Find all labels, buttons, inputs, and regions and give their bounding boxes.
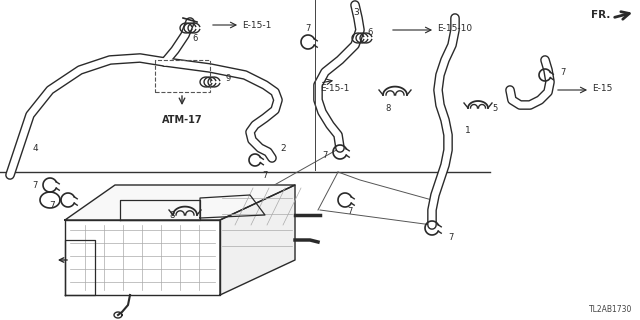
Text: 7: 7 bbox=[32, 180, 38, 189]
Text: 6: 6 bbox=[367, 28, 372, 36]
Text: TL2AB1730: TL2AB1730 bbox=[589, 305, 632, 314]
Polygon shape bbox=[65, 185, 295, 220]
Text: 7: 7 bbox=[448, 234, 453, 243]
Text: 8: 8 bbox=[385, 103, 390, 113]
Text: 3: 3 bbox=[353, 7, 359, 17]
Text: 6: 6 bbox=[192, 34, 198, 43]
Text: FR.: FR. bbox=[591, 10, 610, 20]
Text: 1: 1 bbox=[465, 125, 471, 134]
Text: 7: 7 bbox=[262, 171, 268, 180]
Text: E-15: E-15 bbox=[592, 84, 612, 92]
Text: 4: 4 bbox=[32, 143, 38, 153]
Text: E-15-1: E-15-1 bbox=[242, 20, 271, 29]
Text: 7: 7 bbox=[305, 23, 310, 33]
Bar bbox=[155, 60, 210, 92]
Text: E-15-10: E-15-10 bbox=[437, 23, 472, 33]
Text: 5: 5 bbox=[492, 103, 497, 113]
Text: 7: 7 bbox=[49, 201, 55, 210]
Text: ATM-17: ATM-17 bbox=[162, 115, 202, 125]
Text: E-15-1: E-15-1 bbox=[320, 84, 349, 92]
Text: 7: 7 bbox=[560, 68, 565, 76]
Text: 7: 7 bbox=[323, 150, 328, 159]
Text: 7: 7 bbox=[348, 207, 353, 217]
Text: 2: 2 bbox=[280, 143, 285, 153]
Polygon shape bbox=[220, 185, 295, 295]
Text: 8: 8 bbox=[170, 211, 175, 220]
Text: 9: 9 bbox=[225, 74, 230, 83]
